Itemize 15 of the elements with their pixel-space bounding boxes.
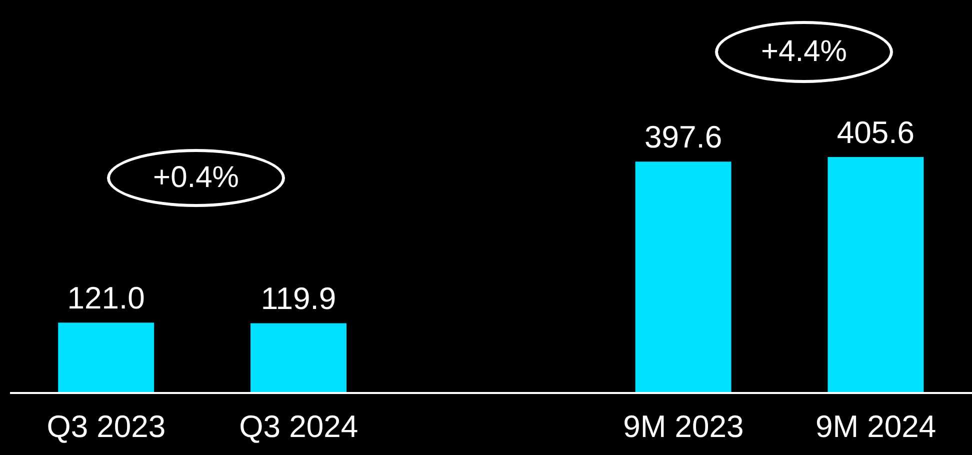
x-tick-label: Q3 2024: [239, 409, 358, 444]
x-tick-label: 9M 2023: [623, 409, 744, 444]
bar: [828, 157, 924, 393]
ellipse-outline: +0.4%: [107, 149, 285, 207]
data-label: 119.9: [260, 281, 336, 316]
annotation: +0.4%: [153, 161, 239, 195]
x-tick-label: Q3 2023: [46, 409, 166, 444]
data-label: 405.6: [836, 115, 914, 150]
ellipse-outline: +4.4%: [715, 21, 893, 83]
data-label: 397.6: [644, 120, 722, 155]
x-tick-label: 9M 2024: [815, 409, 936, 444]
bar: [250, 323, 346, 393]
data-label: 121.0: [67, 280, 145, 316]
bar: [635, 162, 732, 393]
bar: [58, 322, 154, 393]
